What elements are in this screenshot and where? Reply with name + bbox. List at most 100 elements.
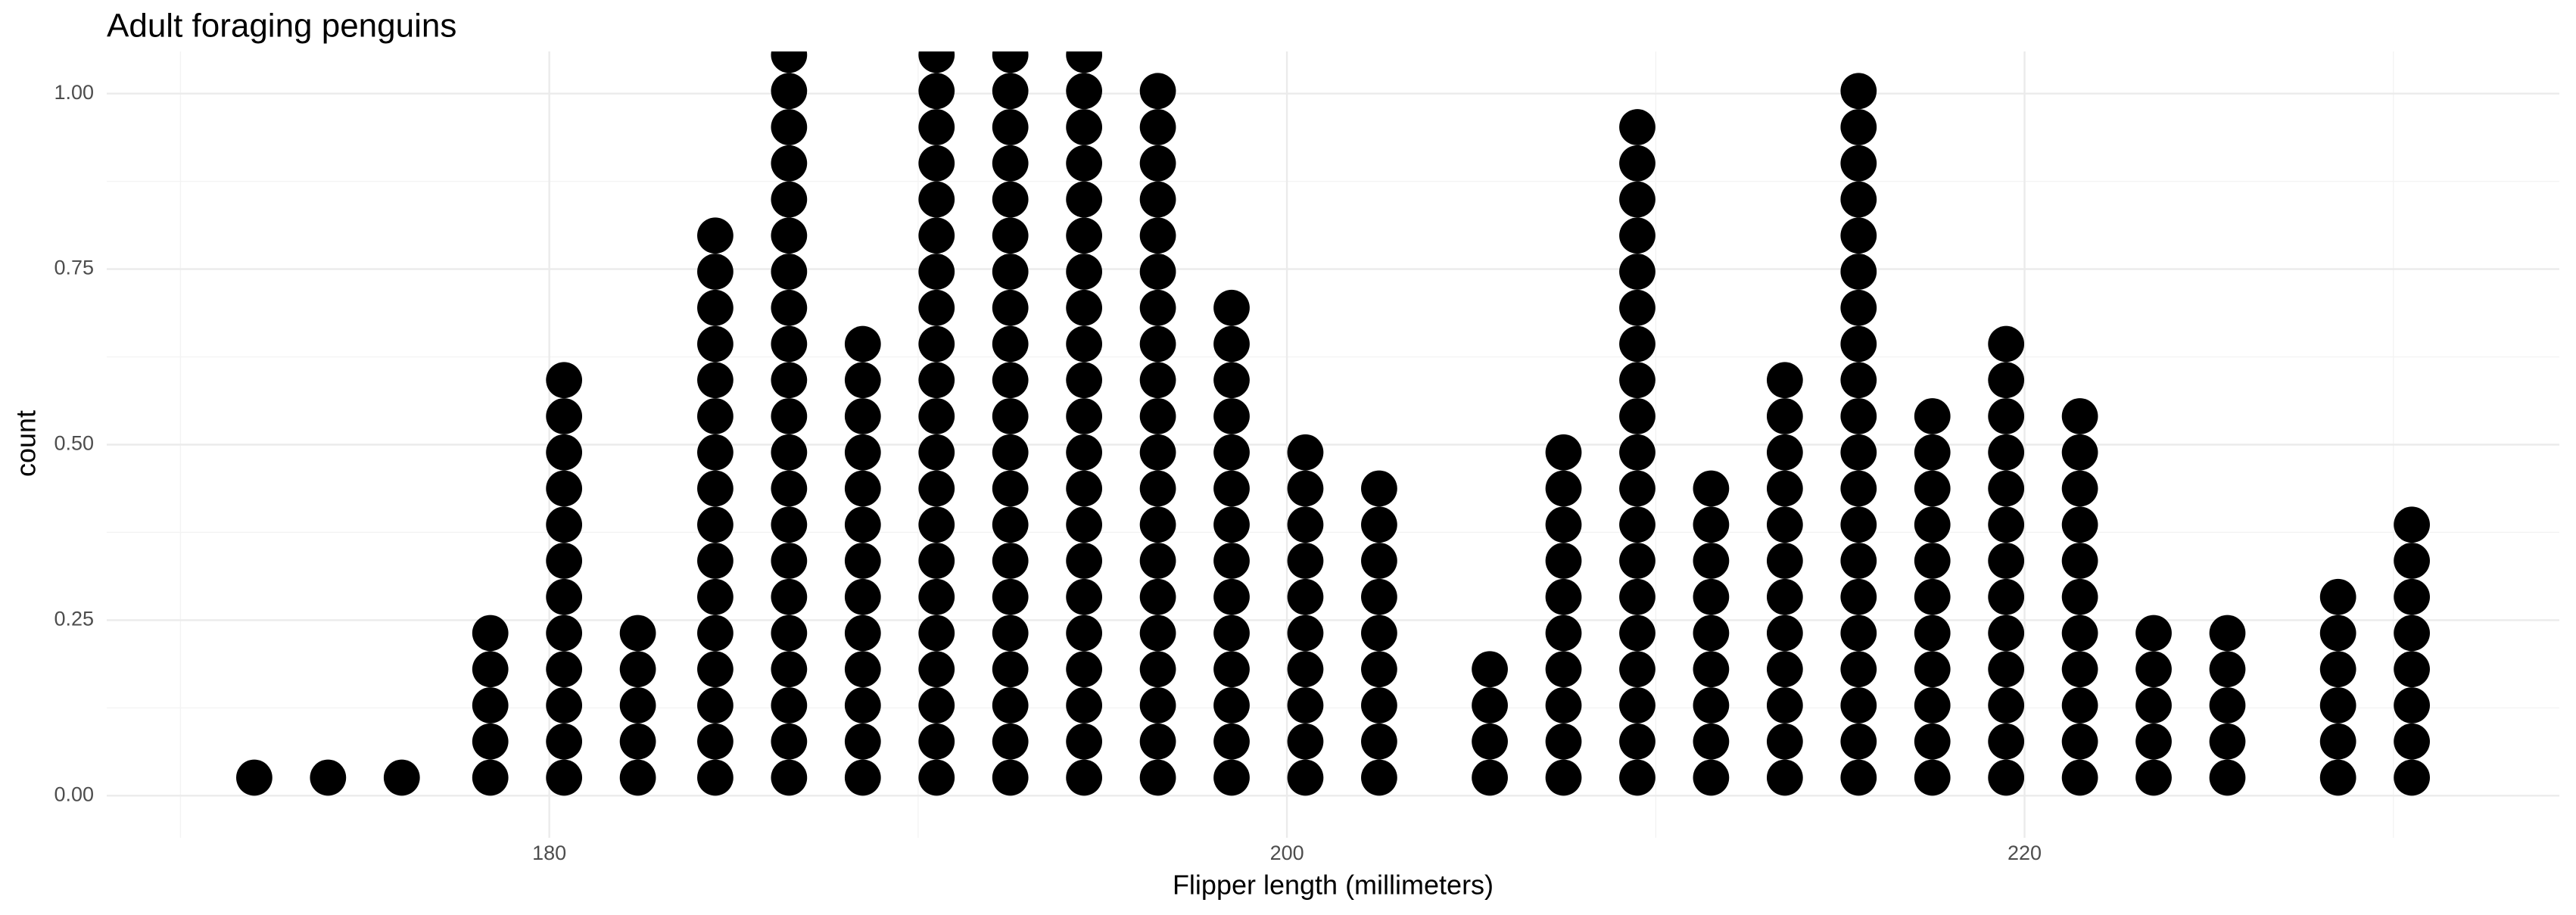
dot <box>992 325 1029 363</box>
dot-column <box>844 325 881 796</box>
dot <box>1840 181 1877 218</box>
dot <box>1840 434 1877 471</box>
dot <box>1619 470 1656 507</box>
dot <box>918 217 955 254</box>
dot <box>2135 687 2172 724</box>
dot <box>2135 759 2172 796</box>
dot <box>1914 578 1951 615</box>
dot <box>771 109 808 145</box>
dot <box>1914 651 1951 688</box>
dot <box>1619 615 1656 652</box>
dot <box>1066 109 1103 145</box>
dot <box>1066 506 1103 543</box>
dot <box>992 51 1029 73</box>
dot <box>1287 506 1324 543</box>
dot <box>1988 362 2025 399</box>
dot <box>697 217 734 254</box>
dot <box>771 145 808 182</box>
dot <box>1619 506 1656 543</box>
dot <box>992 615 1029 652</box>
dot <box>1066 325 1103 363</box>
dot <box>2394 506 2430 543</box>
dot <box>1693 543 1730 579</box>
dot <box>1988 470 2025 507</box>
dot <box>1066 723 1103 760</box>
dot <box>1766 470 1803 507</box>
dot <box>1545 615 1582 652</box>
dot <box>1361 543 1397 579</box>
dot <box>1361 506 1397 543</box>
dot <box>1988 723 2025 760</box>
dot <box>2319 651 2356 688</box>
dot <box>1361 651 1397 688</box>
dot <box>1619 759 1656 796</box>
dot <box>1619 181 1656 218</box>
dot <box>1361 723 1397 760</box>
dot <box>1988 434 2025 471</box>
dot <box>844 362 881 399</box>
dot <box>1213 362 1250 399</box>
dot <box>2394 543 2430 579</box>
dot <box>697 578 734 615</box>
dot <box>1287 723 1324 760</box>
dot <box>546 759 583 796</box>
dot <box>1619 434 1656 471</box>
dot <box>1361 578 1397 615</box>
dot <box>1139 578 1176 615</box>
dot <box>1472 723 1508 760</box>
dot <box>918 543 955 579</box>
dot <box>1066 289 1103 326</box>
dot <box>771 759 808 796</box>
dot <box>1914 398 1951 434</box>
dot <box>844 398 881 434</box>
dot <box>697 362 734 399</box>
dot <box>1840 398 1877 434</box>
dot <box>918 506 955 543</box>
dot <box>1619 687 1656 724</box>
dot <box>1139 145 1176 182</box>
dot <box>1066 578 1103 615</box>
dot <box>546 543 583 579</box>
x-tick-label: 200 <box>1270 842 1304 864</box>
dot <box>619 687 656 724</box>
dot <box>1840 578 1877 615</box>
dot <box>771 73 808 110</box>
dot <box>1213 434 1250 471</box>
x-axis-title: Flipper length (millimeters) <box>1173 870 1494 901</box>
dot <box>2319 759 2356 796</box>
grid <box>107 51 2559 838</box>
dot <box>2135 651 2172 688</box>
dot <box>546 398 583 434</box>
dot <box>1213 506 1250 543</box>
dot <box>1287 759 1324 796</box>
dot <box>1213 543 1250 579</box>
dot-column <box>992 51 1029 796</box>
dot <box>2135 615 2172 652</box>
dot <box>1139 398 1176 434</box>
dot-column <box>1472 651 1508 796</box>
dot <box>2061 759 2098 796</box>
dot <box>1840 73 1877 110</box>
dot <box>2319 723 2356 760</box>
dot <box>2209 687 2246 724</box>
dot <box>697 687 734 724</box>
dot <box>844 434 881 471</box>
dot <box>918 73 955 110</box>
y-tick-label: 0.25 <box>54 608 94 630</box>
dot <box>844 506 881 543</box>
dot <box>1840 254 1877 290</box>
dot <box>697 398 734 434</box>
dot <box>697 651 734 688</box>
dot <box>771 506 808 543</box>
dot <box>1139 470 1176 507</box>
dot <box>1619 398 1656 434</box>
dot <box>2394 651 2430 688</box>
dot-column <box>1619 109 1656 796</box>
dot <box>1139 73 1176 110</box>
dot <box>992 434 1029 471</box>
dot <box>1545 723 1582 760</box>
dot <box>1766 687 1803 724</box>
dot <box>992 506 1029 543</box>
dot-column <box>1693 470 1730 796</box>
dot <box>992 723 1029 760</box>
